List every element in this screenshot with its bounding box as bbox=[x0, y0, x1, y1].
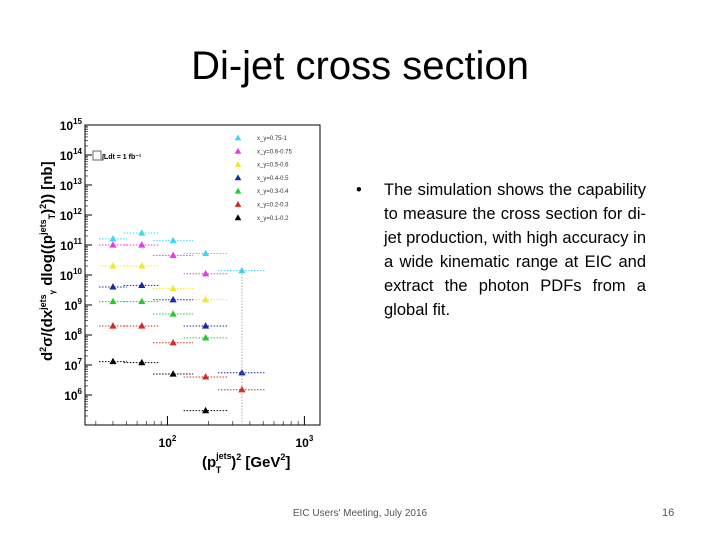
data-point bbox=[109, 357, 117, 365]
data-point bbox=[169, 251, 177, 259]
legend-marker bbox=[234, 147, 242, 154]
legend-label: x_γ=0.6-0.75 bbox=[257, 149, 293, 155]
plot-frame bbox=[84, 124, 321, 426]
y-tick-label: 1011 bbox=[60, 237, 82, 253]
data-point bbox=[109, 322, 117, 329]
data-point bbox=[109, 297, 117, 305]
data-series bbox=[98, 229, 266, 425]
luminosity-annotation: ∫Ldt = 1 fb⁻¹ bbox=[92, 150, 142, 161]
data-point bbox=[138, 297, 146, 305]
y-tick-label: 109 bbox=[64, 297, 82, 313]
cross-section-chart: d2σ/(dxjetsγ dlog((pjetsT)2)) [nb] (pjet… bbox=[38, 117, 321, 475]
x-axis-label: (pjets T)2 [GeV2] bbox=[202, 451, 290, 475]
page-number: 16 bbox=[662, 507, 675, 519]
legend-marker bbox=[234, 214, 242, 221]
series-7 bbox=[98, 357, 228, 414]
data-point bbox=[109, 235, 117, 242]
data-point bbox=[202, 322, 210, 329]
legend-marker bbox=[234, 187, 242, 194]
data-point bbox=[138, 322, 146, 329]
data-point bbox=[202, 249, 210, 257]
bullet-point: • The simulation shows the capability to… bbox=[356, 178, 646, 322]
svg-text:d2σ/(dxjetsγ dlog((pjetsT)2)): d2σ/(dxjetsγ dlog((pjetsT)2)) [nb] bbox=[38, 161, 57, 361]
y-tick-label: 1015 bbox=[60, 117, 83, 133]
data-point bbox=[138, 262, 146, 269]
y-axis-label: d2σ/(dxjetsγ dlog((pjetsT)2)) [nb] bbox=[38, 161, 57, 361]
data-point bbox=[169, 284, 177, 292]
x-tick-label: 102 bbox=[159, 434, 177, 450]
data-point bbox=[169, 338, 177, 346]
data-point bbox=[138, 281, 146, 289]
bullet-marker: • bbox=[356, 181, 362, 199]
data-point bbox=[202, 334, 210, 341]
data-point bbox=[169, 236, 177, 244]
series-1 bbox=[98, 229, 266, 274]
legend-label: x_γ=0.5-0.6 bbox=[257, 163, 289, 169]
series-5 bbox=[98, 297, 228, 341]
footer-text: EIC Users' Meeting, July 2016 bbox=[292, 508, 428, 519]
data-point bbox=[109, 283, 117, 290]
y-tick-label: 1010 bbox=[60, 267, 83, 283]
series-2 bbox=[98, 241, 228, 277]
data-point bbox=[169, 310, 177, 317]
x-axis-ticks: 102 103 bbox=[95, 416, 314, 450]
svg-text:(pjetsT)2 [GeV2]: (pjets T)2 [GeV2] bbox=[202, 451, 290, 475]
data-point bbox=[138, 358, 146, 366]
data-point bbox=[169, 295, 177, 303]
y-tick-label: 106 bbox=[64, 387, 82, 403]
data-point bbox=[169, 370, 177, 377]
y-tick-label: 1012 bbox=[60, 207, 83, 223]
legend-marker bbox=[234, 201, 242, 207]
series-6 bbox=[98, 322, 266, 393]
y-tick-label: 1014 bbox=[60, 147, 83, 163]
y-tick-label: 107 bbox=[64, 357, 82, 373]
data-point bbox=[238, 368, 246, 376]
legend-label: x_γ=0.4-0.5 bbox=[257, 176, 289, 182]
data-point bbox=[238, 266, 246, 274]
series-3 bbox=[98, 262, 228, 303]
data-point bbox=[138, 241, 146, 248]
data-point bbox=[202, 406, 210, 414]
data-point bbox=[238, 385, 246, 393]
legend-label: x_γ=0.75-1 bbox=[257, 136, 288, 142]
legend: x_γ=0.75-1 x_γ=0.6-0.75 x_γ=0.5-0.6 x_γ=0.4… bbox=[234, 134, 293, 222]
y-axis-ticks: 106 107 108 109 1010 1011 1012 1013 1014 1015 bbox=[60, 117, 92, 417]
annotation-text: ∫Ldt = 1 fb⁻¹ bbox=[101, 154, 142, 161]
data-point bbox=[202, 373, 210, 380]
y-tick-label: 1013 bbox=[60, 177, 83, 193]
bullet-text: The simulation shows the capability to m… bbox=[384, 181, 646, 319]
x-tick-label: 103 bbox=[295, 434, 313, 450]
slide-title: Di-jet cross section bbox=[191, 44, 529, 88]
legend-label: x_γ=0.2-0.3 bbox=[257, 203, 289, 209]
y-tick-label: 108 bbox=[64, 327, 82, 343]
data-point bbox=[202, 295, 210, 303]
legend-marker bbox=[234, 174, 242, 181]
legend-marker bbox=[234, 161, 242, 167]
data-point bbox=[109, 262, 117, 269]
data-point bbox=[202, 269, 210, 277]
legend-marker bbox=[234, 134, 242, 141]
data-point bbox=[138, 229, 146, 236]
legend-label: x_γ=0.3-0.4 bbox=[257, 189, 289, 195]
legend-label: x_γ=0.1-0.2 bbox=[257, 216, 289, 222]
data-point bbox=[109, 241, 117, 248]
